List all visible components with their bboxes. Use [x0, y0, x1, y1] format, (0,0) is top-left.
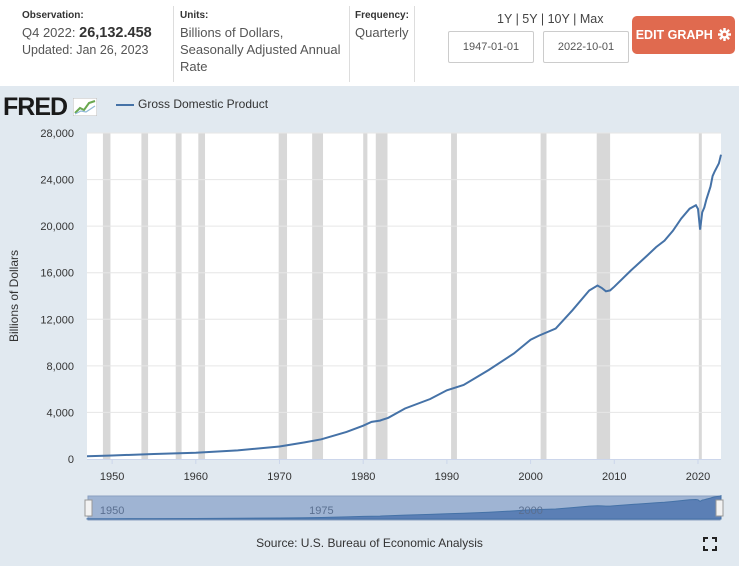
range-5y[interactable]: 5Y	[522, 12, 538, 26]
chart-legend: Gross Domestic Product	[116, 97, 268, 111]
end-date-input[interactable]: 2022-10-01	[543, 31, 629, 63]
gear-icon	[718, 28, 732, 41]
range-1y[interactable]: 1Y	[497, 12, 513, 26]
frequency-value: Quarterly	[355, 25, 409, 40]
series-metadata: Observation: Q4 2022: 26,132.458 Updated…	[0, 0, 739, 86]
frequency-block: Frequency: Quarterly	[355, 6, 413, 82]
range-selector: 1Y | 5Y | 10Y | Max	[497, 12, 604, 26]
divider	[414, 6, 415, 82]
source-note: Source: U.S. Bureau of Economic Analysis	[256, 536, 483, 550]
units-block: Units: Billions of Dollars, Seasonally A…	[180, 6, 348, 82]
edit-graph-label: EDIT GRAPH	[635, 28, 713, 42]
range-max[interactable]: Max	[579, 12, 604, 26]
range-10y[interactable]: 10Y	[547, 12, 570, 26]
legend-swatch	[116, 103, 134, 106]
frequency-label: Frequency:	[355, 10, 409, 21]
chart-panel	[0, 86, 739, 566]
fullscreen-icon[interactable]	[703, 537, 717, 551]
start-date-input[interactable]: 1947-01-01	[448, 31, 534, 63]
fred-logo[interactable]: FRED	[3, 93, 98, 122]
observation-block: Observation: Q4 2022: 26,132.458 Updated…	[22, 6, 172, 82]
units-label: Units:	[180, 10, 209, 21]
units-value: Billions of Dollars, Seasonally Adjusted…	[180, 25, 341, 74]
updated-date: Updated: Jan 26, 2023	[22, 43, 149, 57]
observation-label: Observation:	[22, 10, 84, 21]
edit-graph-button[interactable]: EDIT GRAPH	[632, 16, 735, 54]
legend-label: Gross Domestic Product	[138, 97, 269, 111]
observation-value: 26,132.458	[79, 25, 152, 41]
divider	[349, 6, 350, 82]
observation-period: Q4 2022:	[22, 25, 76, 40]
divider	[173, 6, 174, 82]
chart-logo-icon	[72, 97, 98, 117]
